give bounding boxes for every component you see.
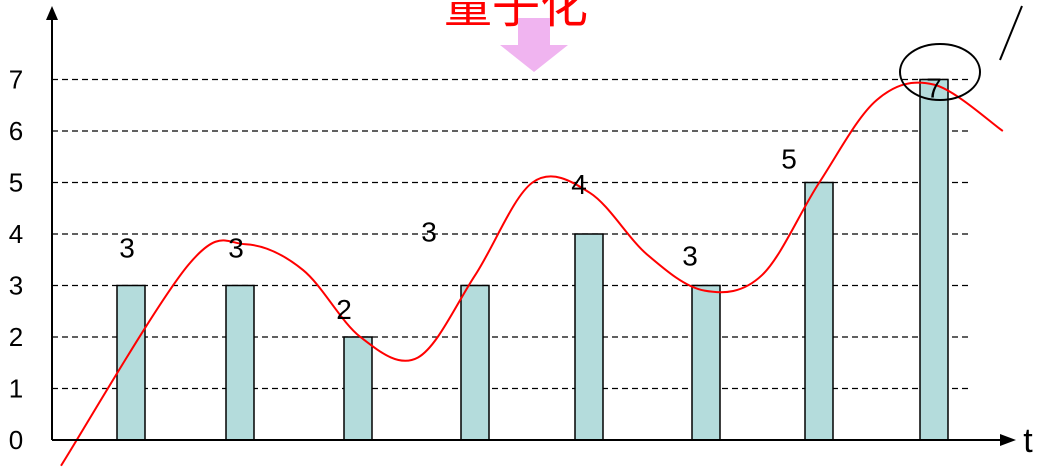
x-axis-arrow-icon [1000, 434, 1016, 446]
bar [225, 284, 255, 441]
y-tick-labels: 0 1 2 3 4 5 6 7 [9, 65, 23, 456]
y-axis-arrow-icon [46, 6, 58, 20]
curve-line [60, 81, 1004, 467]
data-label: 7 [926, 73, 942, 104]
bar [116, 284, 146, 441]
data-label: 3 [228, 233, 244, 264]
y-tick-label: 2 [9, 322, 23, 352]
data-labels: 3 3 2 3 4 3 5 7 [119, 73, 942, 326]
data-label: 3 [119, 233, 135, 264]
data-label: 4 [571, 169, 587, 200]
y-tick-label: 5 [9, 168, 23, 198]
y-tick-label: 3 [9, 271, 23, 301]
data-label: 5 [781, 144, 797, 175]
y-tick-label: 6 [9, 116, 23, 146]
data-label: 2 [336, 294, 352, 325]
y-tick-label: 0 [9, 425, 23, 455]
pointer-line [999, 5, 1023, 61]
bar [804, 181, 834, 441]
highlight-ellipse [899, 43, 981, 101]
x-axis-label: t [1023, 422, 1033, 460]
data-label: 3 [421, 217, 437, 248]
bar [919, 78, 949, 441]
chart-title: 量子化 [444, 0, 588, 34]
y-tick-label: 7 [9, 65, 23, 95]
y-tick-label: 1 [9, 374, 23, 404]
bar [691, 284, 721, 441]
bar [343, 336, 373, 441]
bar [460, 284, 490, 441]
y-tick-label: 4 [9, 219, 23, 249]
down-arrow-icon [500, 18, 568, 72]
bar [574, 233, 604, 441]
data-label: 3 [682, 241, 698, 272]
